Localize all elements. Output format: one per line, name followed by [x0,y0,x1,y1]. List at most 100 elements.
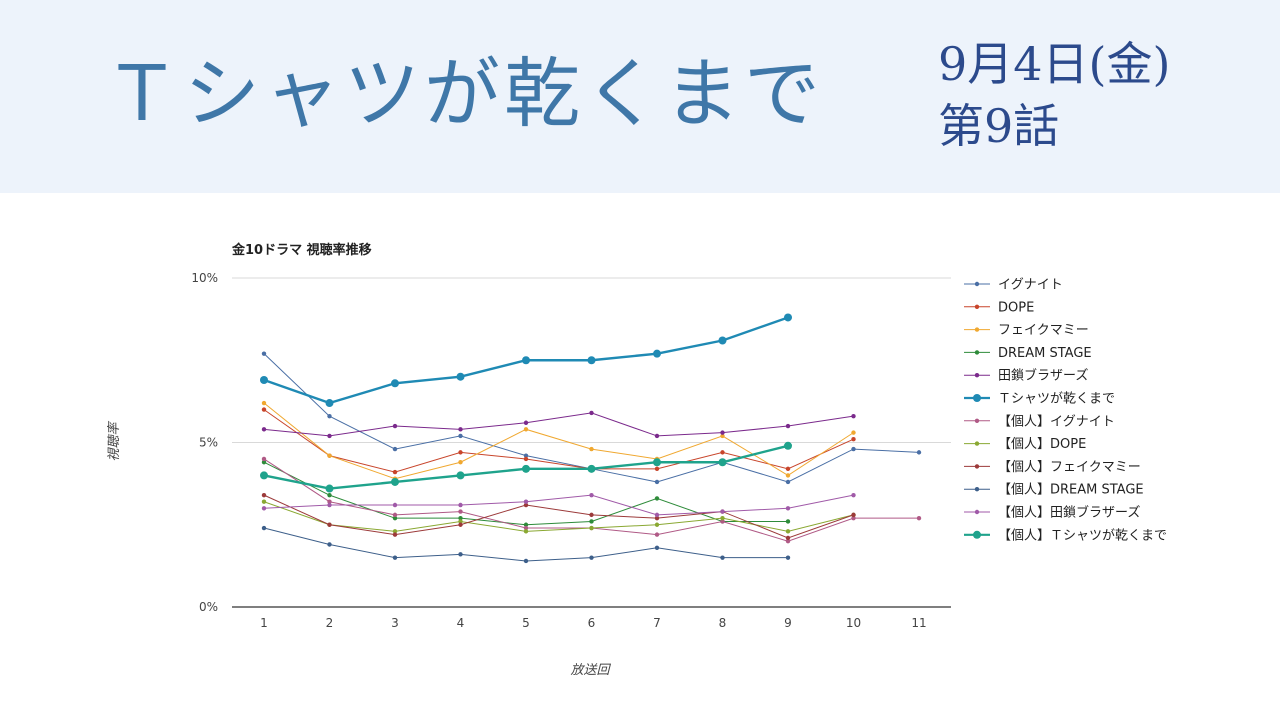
data-point [261,492,267,498]
series-8 [261,492,856,541]
legend-entry: Ｔシャツが乾くまで [964,392,1115,407]
legend-label: 【個人】DOPE [998,437,1086,452]
series-5 [260,313,792,408]
data-point [325,484,334,493]
grid: 0% 5% 10% 1 2 3 4 5 6 7 8 9 10 11 [191,271,951,630]
data-point [654,433,660,439]
data-point [851,430,856,435]
data-point [851,437,856,442]
data-point [851,512,856,518]
legend-label: 【個人】田鎖ブラザーズ [998,505,1140,521]
data-point [785,535,791,541]
x-tick-label: 8 [719,616,727,630]
data-point [784,313,792,322]
series-line [263,353,920,483]
y-axis-label: 視聴率 [106,421,122,462]
data-point [327,522,332,527]
data-point [458,519,463,524]
series-2 [261,400,856,481]
data-point [327,502,332,508]
legend-label: 【個人】イグナイト [998,414,1115,429]
data-point [392,555,398,560]
data-point [654,512,660,518]
series-11 [260,441,792,493]
x-tick-label: 2 [326,616,334,630]
data-point [261,427,267,432]
data-point [392,515,398,521]
data-point [589,525,594,531]
data-point [523,525,529,531]
data-point [458,552,463,557]
data-point [916,450,922,455]
data-point [785,529,791,534]
data-point [523,502,529,508]
data-point [654,532,660,537]
data-point [784,441,792,450]
data-point [327,542,332,547]
data-point [785,519,791,524]
data-point [523,427,529,432]
legend-swatch-dot [974,509,980,515]
data-point [654,496,660,501]
data-point [458,450,463,455]
data-point [261,506,267,511]
legend-label: 【個人】DREAM STAGE [998,483,1144,498]
data-point [456,372,465,381]
data-point [458,509,463,514]
x-tick-label: 5 [522,616,530,630]
data-point [785,423,791,429]
data-point [261,351,267,356]
data-point [392,446,398,452]
data-point [523,522,529,527]
series-line [263,494,854,516]
data-point [392,502,398,508]
legend-swatch-dot [974,304,980,309]
data-point [589,492,594,498]
data-point [718,336,727,345]
data-point [785,473,791,478]
series-line [263,402,854,480]
data-point [653,349,661,358]
data-point [327,413,332,419]
legend-label: Ｔシャツが乾くまで [998,392,1115,407]
data-point [327,492,332,498]
data-point [261,407,267,412]
data-point [654,466,660,472]
series-line [263,494,854,539]
data-point [391,379,399,388]
data-point [523,558,529,564]
series-line [263,412,854,437]
legend-swatch-dot [973,394,981,402]
legend-swatch-dot [974,418,980,423]
data-point [325,399,334,408]
data-point [392,529,398,534]
x-tick-label: 6 [588,616,596,630]
legend-label: DREAM STAGE [998,346,1092,361]
data-point [523,529,529,534]
data-point [589,446,594,452]
data-point [458,522,463,527]
data-point [522,464,530,473]
series-9 [261,525,791,564]
data-point [589,555,594,560]
data-point [522,356,530,365]
data-point [785,466,791,472]
data-point [654,479,660,485]
data-point [718,458,727,467]
data-point [458,502,463,508]
legend-entry: 田鎖ブラザーズ [964,368,1088,384]
series-lines [260,313,922,564]
legend: イグナイト DOPE フェイクマミー DREAM STAGE 田鎖ブラザーズ Ｔシャツが乾… [964,278,1167,543]
data-point [785,479,791,485]
data-point [720,519,725,524]
data-point [785,555,791,560]
data-point [260,471,268,480]
data-point [589,512,594,518]
data-point [261,456,267,462]
y-tick-label: 5% [199,436,218,450]
data-point [720,450,725,455]
legend-entry: 【個人】フェイクマミー [964,460,1141,475]
data-point [392,469,398,475]
header-banner: Ｔシャツが乾くまで 9月4日(金) 第9話 [0,0,1280,193]
data-point [327,499,332,504]
